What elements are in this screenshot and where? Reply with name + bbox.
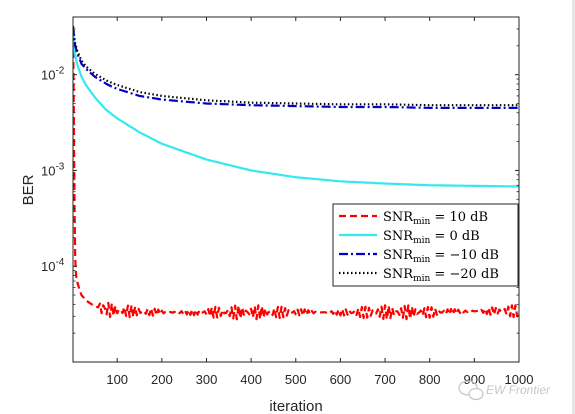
x-tick-label: 800 [419,372,441,387]
y-tick-label: 10-3 [41,161,65,178]
legend-entry-label: SNRmin = −10 dB [383,248,499,265]
y-tick-label: 10-4 [41,257,65,274]
series-line-2 [73,28,519,188]
legend-entry-label: SNRmin = 10 dB [383,210,488,227]
legend-entry-label: SNRmin = −20 dB [383,267,499,284]
x-tick-label: 1000 [505,372,534,387]
series-line-4 [73,26,519,107]
legend: SNRmin = 10 dB SNRmin = 0 dB SNRmin = −10 … [332,203,519,287]
y-axis-label: BER [20,174,37,205]
x-tick-label: 100 [106,372,128,387]
series-line-1 [73,28,519,321]
x-tick-label: 600 [330,372,352,387]
x-tick-label: 300 [196,372,218,387]
legend-entry-label: SNRmin = 0 dB [383,229,480,246]
y-tick-label: 10-2 [41,66,65,83]
x-axis-label: iteration [269,398,322,414]
series-line-3 [73,26,519,109]
right-edge-bar [572,0,575,414]
watermark: EW Frontier [458,380,551,401]
watermark-text: EW Frontier [486,383,551,397]
x-tick-label: 200 [151,372,173,387]
x-tick-label: 700 [374,372,396,387]
wechat-icon [458,380,484,401]
x-tick-label: 500 [285,372,307,387]
x-tick-label: 900 [464,372,486,387]
x-tick-label: 400 [240,372,262,387]
plot-area [73,17,519,362]
